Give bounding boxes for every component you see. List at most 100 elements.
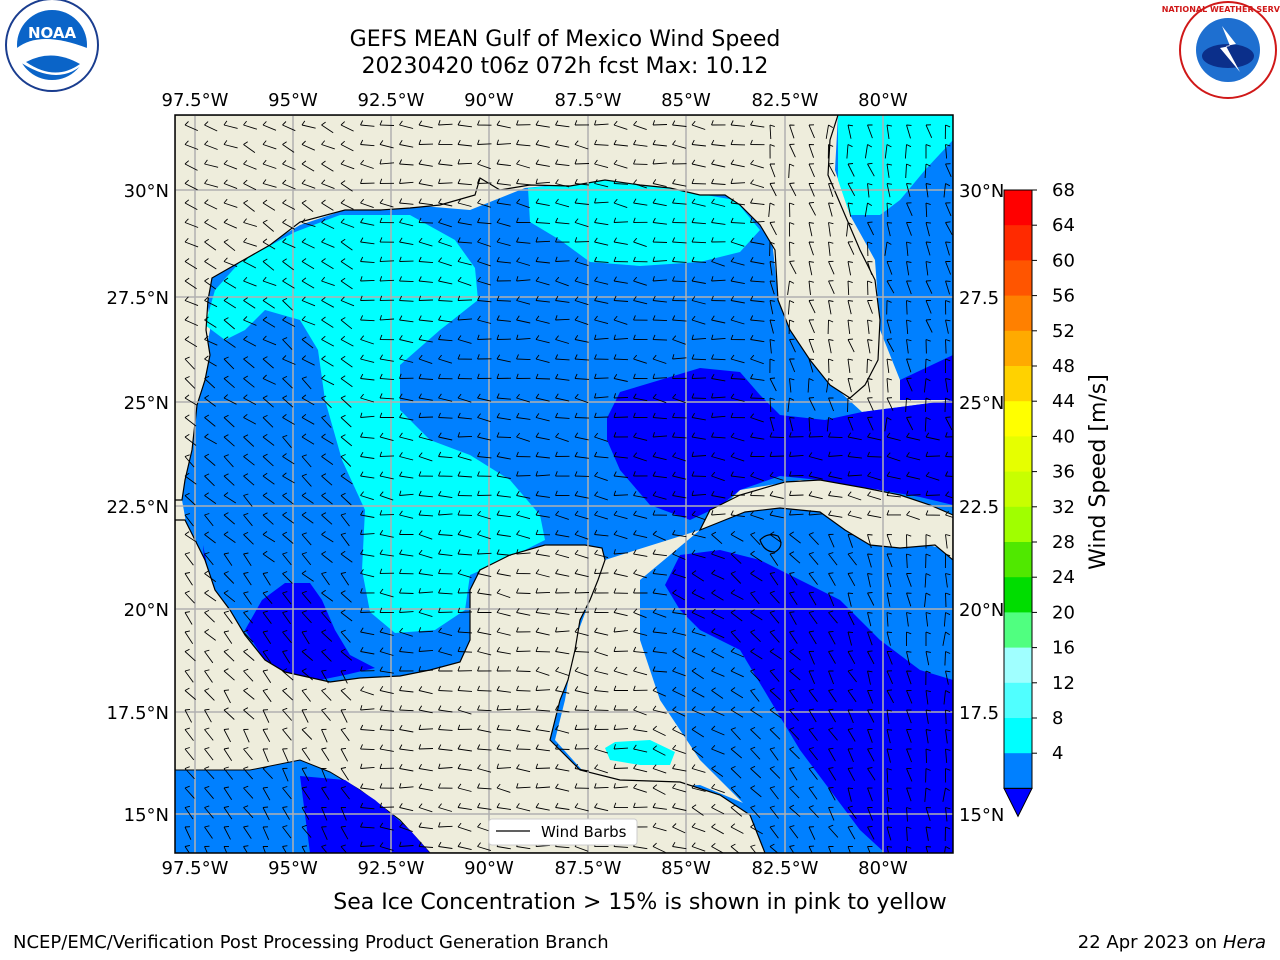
wind-barb [399, 373, 414, 379]
colorbar-segment [1004, 225, 1032, 261]
wind-barb [516, 451, 531, 458]
wind-barb [925, 729, 931, 744]
wind-barb [477, 588, 492, 596]
wind-barb [457, 237, 473, 244]
wind-barb [906, 553, 912, 569]
wind-barb [301, 473, 312, 487]
lat-tick-label: 20°N [124, 600, 169, 621]
wind-barb [730, 589, 744, 600]
wind-barb [496, 354, 511, 363]
wind-barb [769, 766, 781, 779]
wind-barb [884, 417, 892, 432]
wind-barb [535, 178, 551, 184]
wind-barb [594, 607, 609, 613]
wind-barb [340, 670, 348, 684]
wind-barb [847, 241, 855, 255]
wind-barb [769, 163, 776, 178]
wind-barb [750, 785, 762, 798]
wind-barb [594, 724, 609, 730]
wind-barb [418, 295, 434, 301]
wind-barb [301, 786, 311, 800]
wind-barb [867, 670, 873, 685]
wind-barb [808, 786, 818, 800]
wind-barb [924, 163, 931, 179]
wind-barb [828, 490, 843, 498]
wind-barb [204, 395, 216, 407]
lat-tick-label: 30°N [124, 181, 169, 202]
wind-barb [594, 159, 609, 169]
wind-barb [886, 338, 895, 353]
wind-barb [399, 276, 414, 283]
wind-barb [399, 198, 414, 205]
wind-barb [886, 319, 893, 334]
wind-barb [243, 200, 255, 212]
wind-barb [184, 687, 196, 700]
wind-barb [438, 724, 453, 731]
wind-barb [301, 160, 315, 172]
wind-barb [360, 666, 375, 672]
wind-barb [691, 276, 706, 284]
wind-barb [847, 261, 853, 276]
wind-barb [360, 471, 375, 479]
wind-barb [399, 471, 414, 479]
wind-barb [847, 338, 855, 353]
wind-barb [594, 491, 608, 501]
wind-barb [555, 412, 570, 419]
wind-barb [672, 432, 687, 439]
wind-barb [223, 179, 238, 190]
wind-barb [672, 452, 686, 462]
wind-barb [828, 397, 835, 412]
wind-barb [730, 432, 745, 442]
wind-barb [477, 666, 492, 672]
wind-barb [438, 529, 453, 536]
colorbar-segment [1004, 295, 1032, 332]
wind-barb [438, 705, 453, 713]
wind-barb [418, 666, 434, 672]
wind-barb [184, 414, 197, 427]
wind-barb [691, 256, 707, 263]
wind-barb [262, 159, 277, 169]
wind-barb [457, 549, 473, 556]
wind-barb [223, 648, 235, 662]
wind-barb [867, 631, 873, 646]
colorbar-segment [1004, 471, 1032, 508]
wind-barb [730, 746, 742, 759]
wind-barb [438, 841, 453, 849]
wind-barb [223, 434, 235, 447]
wind-barb [340, 806, 347, 821]
wind-barb [301, 747, 311, 761]
wind-barb [652, 139, 667, 147]
wind-barb [789, 571, 798, 586]
wind-barb [633, 608, 647, 619]
footer-date: 22 Apr 2023 on Hera [1078, 932, 1266, 953]
wind-barb [730, 530, 744, 542]
wind-barb [945, 261, 952, 275]
wind-barb [379, 451, 395, 457]
wind-barb [438, 490, 453, 499]
wind-barb [340, 571, 350, 586]
wind-barb [516, 198, 530, 209]
wind-barb [301, 824, 312, 838]
wind-barb [477, 705, 492, 712]
wind-barb [243, 629, 254, 643]
wind-barb [184, 492, 196, 506]
wind-barb [925, 222, 932, 237]
wind-barb [282, 453, 295, 465]
wind-barb [652, 471, 667, 479]
wind-barb [925, 670, 931, 686]
wind-barb [652, 608, 667, 618]
wind-barb [652, 198, 667, 207]
wind-barb [711, 667, 725, 677]
wind-barb [886, 768, 892, 783]
wind-barb [828, 650, 836, 664]
colorbar-tick-label: 36 [1052, 462, 1075, 483]
wind-barb [321, 571, 330, 586]
wind-barb [360, 139, 375, 147]
wind-barb [321, 179, 335, 190]
wind-barb [340, 414, 352, 428]
wind-barb [730, 551, 742, 564]
wind-barb [613, 120, 628, 130]
wind-barb [750, 159, 765, 169]
wind-barb [223, 786, 233, 800]
wind-barb [711, 765, 724, 777]
